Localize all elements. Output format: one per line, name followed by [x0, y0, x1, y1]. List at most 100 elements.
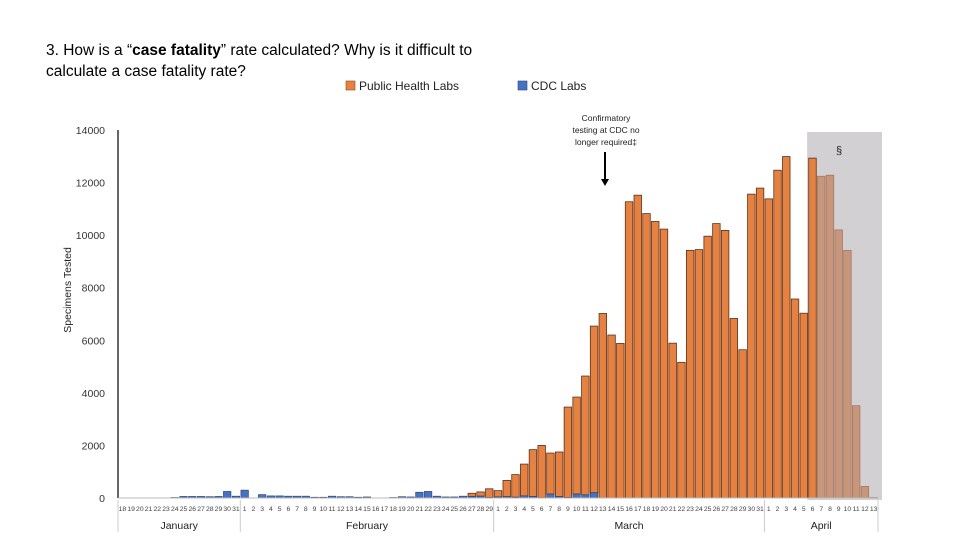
x-tick-label: 18 [643, 506, 651, 513]
legend-swatch-cdc [517, 80, 528, 91]
x-tick-label: 2 [776, 506, 780, 513]
bar-phl-52 [572, 396, 581, 495]
bar-phl-50 [554, 451, 564, 497]
bar-phl-79 [808, 157, 817, 499]
legend-label-phl: Public Health Labs [359, 79, 459, 93]
bar-phl-62 [659, 228, 669, 499]
bar-cdc-49 [546, 493, 555, 499]
x-tick-label: 22 [678, 506, 686, 513]
bar-cdc-34 [415, 491, 424, 499]
x-tick-label: 27 [197, 506, 205, 513]
x-tick-label: 16 [625, 506, 633, 513]
x-tick-label: 1 [767, 506, 771, 513]
bar-phl-73 [755, 187, 765, 499]
bar-cdc-14 [240, 489, 249, 499]
bar-phl-81 [825, 174, 835, 499]
x-tick-label: 25 [704, 506, 712, 513]
x-tick-label: 5 [531, 506, 535, 513]
x-tick-label: 9 [837, 506, 841, 513]
bar-phl-67 [703, 235, 712, 499]
x-tick-label: 19 [651, 506, 659, 513]
x-tick-label: 6 [286, 506, 290, 513]
legend-swatch-phl [345, 80, 356, 91]
x-tick-label: 12 [861, 506, 869, 513]
x-tick-label: 23 [162, 506, 170, 513]
month-label: April [811, 520, 832, 532]
x-tick-label: 10 [320, 506, 328, 513]
x-tick-label: 20 [136, 506, 144, 513]
bar-phl-71 [738, 349, 747, 499]
bar-phl-51 [563, 406, 573, 498]
x-tick-label: 23 [433, 506, 441, 513]
x-tick-label: 15 [363, 506, 371, 513]
x-tick-label: 8 [304, 506, 308, 513]
x-tick-label: 3 [514, 506, 518, 513]
x-tick-label: 27 [721, 506, 729, 513]
x-tick-label: 22 [154, 506, 162, 513]
bar-phl-64 [677, 361, 686, 499]
x-tick-label: 6 [811, 506, 815, 513]
bar-phl-76 [782, 156, 791, 499]
bar-phl-68 [712, 223, 721, 499]
x-tick-label: 21 [669, 506, 677, 513]
month-label: January [160, 520, 198, 532]
x-tick-label: 14 [608, 506, 616, 513]
x-tick-label: 28 [477, 506, 485, 513]
x-tick-label: 4 [522, 506, 526, 513]
x-tick-label: 20 [407, 506, 415, 513]
bar-cdc-52 [572, 493, 581, 499]
x-tick-label: 3 [784, 506, 788, 513]
bar-cdc-54 [590, 492, 599, 499]
annotation: Confirmatory testing at CDC no longer re… [572, 113, 640, 186]
question-text: 3. How is a “case fatality” rate calcula… [46, 40, 566, 82]
x-tick-label: 1 [243, 506, 247, 513]
bar-phl-75 [773, 169, 782, 499]
x-tick-label: 11 [328, 506, 335, 513]
x-tick-label: 4 [793, 506, 797, 513]
bar-phl-46 [520, 463, 529, 497]
y-axis-label: Specimens Tested [62, 247, 74, 333]
question-prefix: 3. How is a “ [46, 42, 133, 59]
bar-phl-43 [493, 490, 503, 498]
x-tick-label: 12 [337, 506, 345, 513]
x-tick-label: 11 [582, 506, 589, 513]
bar-phl-70 [729, 318, 739, 499]
x-tick-label: 12 [590, 506, 598, 513]
bar-phl-58 [624, 201, 634, 499]
x-tick-label: 13 [346, 506, 354, 513]
y-tick-label: 2000 [82, 440, 106, 452]
legend-label-cdc: CDC Labs [531, 79, 586, 93]
bar-phl-57 [616, 343, 625, 499]
y-tick-label: 14000 [76, 125, 105, 137]
x-tick-label: 31 [756, 506, 764, 513]
x-tick-label: 10 [844, 506, 852, 513]
annotation-line-2: testing at CDC no [572, 125, 639, 135]
x-tick-label: 7 [549, 506, 553, 513]
x-tick-label: 29 [215, 506, 223, 513]
x-tick-label: 17 [381, 506, 389, 513]
bar-phl-54 [589, 325, 599, 494]
bar-phl-78 [799, 312, 808, 499]
x-tick-label: 1 [496, 506, 500, 513]
x-tick-label: 24 [171, 506, 179, 513]
x-tick-label: 9 [566, 506, 570, 513]
bar-phl-82 [834, 229, 843, 499]
x-tick-label: 29 [739, 506, 747, 513]
x-tick-label: 30 [223, 506, 231, 513]
question-bold-term: case fatality [132, 42, 221, 59]
x-tick-label: 13 [870, 506, 878, 513]
x-tick-label: 19 [398, 506, 406, 513]
bar-phl-53 [581, 375, 590, 496]
bar-phl-65 [686, 249, 695, 499]
x-tick-label: 22 [424, 506, 432, 513]
bar-cdc-16 [258, 494, 267, 499]
bar-phl-56 [607, 334, 616, 499]
arrow-head-icon [601, 179, 609, 186]
x-tick-label: 7 [819, 506, 823, 513]
x-tick-label: 18 [119, 506, 127, 513]
bar-phl-61 [651, 221, 660, 499]
x-tick-label: 5 [278, 506, 282, 513]
bar-phl-44 [502, 479, 511, 498]
y-tick-label: 4000 [82, 388, 106, 400]
